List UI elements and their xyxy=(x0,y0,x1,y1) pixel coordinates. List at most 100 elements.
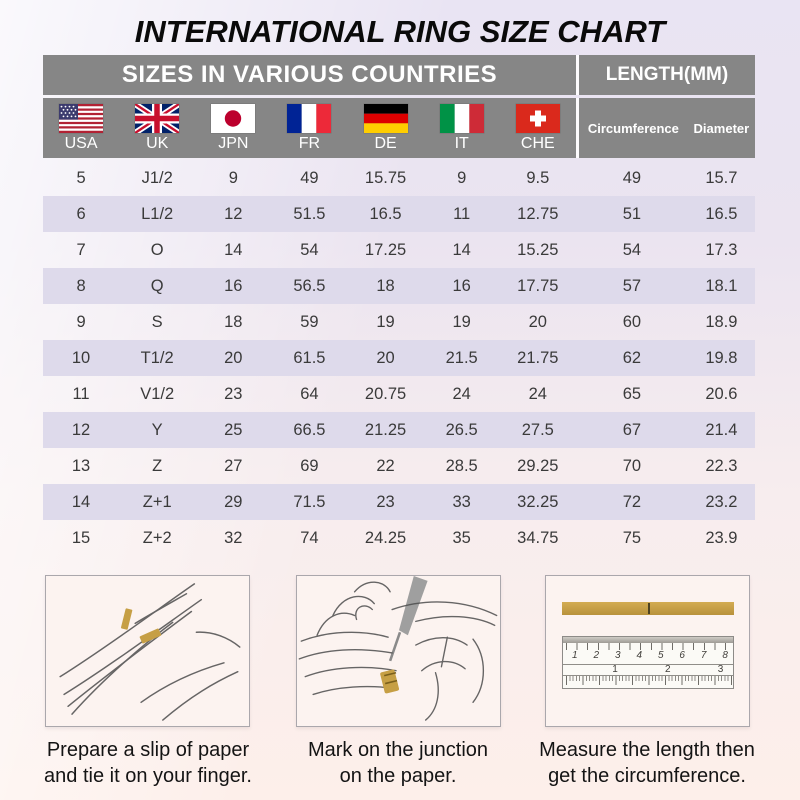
table-cell: 9 xyxy=(228,169,238,187)
step1-caption: Prepare a slip of paper and tie it on yo… xyxy=(26,737,270,789)
table-cell: 18.1 xyxy=(705,277,738,295)
table-row: 15 Z+2 32 74 24.25 35 34.75 75 23.9 xyxy=(43,520,755,556)
table-cell: L1/2 xyxy=(141,205,174,223)
switzerland-flag-icon xyxy=(515,103,560,133)
japan-flag-icon xyxy=(211,103,256,133)
table-cell: Q xyxy=(150,277,164,295)
table-cell: 59 xyxy=(300,313,319,331)
hand-with-paper-illustration xyxy=(59,583,241,721)
table-cell: 22 xyxy=(376,457,395,475)
germany-flag-icon xyxy=(363,103,408,133)
table-cell: 25 xyxy=(224,421,243,439)
table-cell: 65 xyxy=(622,385,642,403)
table-cell: 32 xyxy=(224,529,243,547)
table-cell: 7 xyxy=(76,241,86,259)
table-cell: 54 xyxy=(622,241,642,259)
table-cell: 19.8 xyxy=(705,349,738,367)
table-cell: S xyxy=(151,313,163,331)
table-cell: 20 xyxy=(376,349,395,367)
table-cell: 20.6 xyxy=(705,385,738,403)
step2-illustration-panel xyxy=(296,575,501,727)
column-de: DE xyxy=(348,98,424,158)
mark-junction-illustration xyxy=(298,576,498,721)
table-cell: 20.75 xyxy=(364,385,407,403)
table-cell: 12 xyxy=(224,205,243,223)
table-cell: 9 xyxy=(76,313,86,331)
paper-strip-illustration xyxy=(562,602,734,615)
table-cell: 23 xyxy=(224,385,243,403)
table-cell: 14 xyxy=(71,493,91,511)
table-cell: 49 xyxy=(300,169,319,187)
table-cell: 72 xyxy=(622,493,642,511)
table-cell: 5 xyxy=(76,169,86,187)
column-uk: UK xyxy=(119,98,195,158)
table-cell: 16.5 xyxy=(705,205,738,223)
column-usa: USA xyxy=(43,98,119,158)
table-cell: 28.5 xyxy=(445,457,478,475)
table-cell: 24.25 xyxy=(364,529,407,547)
table-cell: V1/2 xyxy=(140,385,175,403)
table-cell: 20 xyxy=(528,313,547,331)
step3-caption-line2: get the circumference. xyxy=(548,765,746,787)
table-cell: 29 xyxy=(224,493,243,511)
table-cell: 22.3 xyxy=(705,457,738,475)
table-cell: 18.9 xyxy=(705,313,738,331)
column-che: CHE xyxy=(500,98,576,158)
table-cell: 16 xyxy=(452,277,471,295)
table-cell: 70 xyxy=(622,457,642,475)
table-cell: Z xyxy=(152,457,163,475)
step2-caption: Mark on the junction on the paper. xyxy=(276,737,520,789)
table-cell: 54 xyxy=(300,241,319,259)
column-it: IT xyxy=(424,98,500,158)
table-cell: 75 xyxy=(622,529,642,547)
table-cell: 21.5 xyxy=(445,349,478,367)
table-cell: 20 xyxy=(224,349,243,367)
table-cell: 18 xyxy=(224,313,243,331)
table-cell: 16 xyxy=(224,277,243,295)
table-row: 5 J1/2 9 49 15.75 9 9.5 49 15.7 xyxy=(43,160,755,196)
table-cell: 23.9 xyxy=(705,529,738,547)
table-cell: 8 xyxy=(76,277,86,295)
table-row: 7 O 14 54 17.25 14 15.25 54 17.3 xyxy=(43,232,755,268)
table-cell: Z+1 xyxy=(142,493,172,511)
step1-caption-line2: and tie it on your finger. xyxy=(44,765,252,787)
table-row: 13 Z 27 69 22 28.5 29.25 70 22.3 xyxy=(43,448,755,484)
table-cell: 14 xyxy=(224,241,243,259)
table-cell: 24 xyxy=(528,385,547,403)
column-fr: FR xyxy=(271,98,347,158)
table-header-row: SIZES IN VARIOUS COUNTRIES LENGTH(MM) xyxy=(43,55,755,95)
table-cell: 35 xyxy=(452,529,471,547)
table-cell: 51 xyxy=(622,205,642,223)
table-cell: 21.4 xyxy=(705,421,738,439)
column-circumference: Circumference xyxy=(575,98,688,158)
table-cell: 29.25 xyxy=(517,457,559,475)
table-cell: 21.25 xyxy=(364,421,407,439)
ring-size-table: SIZES IN VARIOUS COUNTRIES LENGTH(MM) US… xyxy=(43,55,755,556)
table-cell: 32.25 xyxy=(517,493,559,511)
table-cell: 15.25 xyxy=(517,241,559,259)
ruler-mm-scale xyxy=(563,676,733,688)
header-sizes: SIZES IN VARIOUS COUNTRIES xyxy=(43,55,576,95)
table-cell: 49 xyxy=(622,169,642,187)
table-cell: 18 xyxy=(376,277,395,295)
table-cell: 14 xyxy=(452,241,471,259)
table-cell: 19 xyxy=(452,313,471,331)
table-cell: O xyxy=(150,241,164,259)
table-cell: 51.5 xyxy=(293,205,326,223)
table-cell: 66.5 xyxy=(293,421,326,439)
table-cell: 17.75 xyxy=(517,277,559,295)
table-cell: Y xyxy=(151,421,163,439)
table-cell: 15 xyxy=(71,529,91,547)
table-cell: 6 xyxy=(76,205,86,223)
table-row: 14 Z+1 29 71.5 23 33 32.25 72 23.2 xyxy=(43,484,755,520)
paper-strip-mark xyxy=(648,603,650,614)
table-cell: 74 xyxy=(300,529,319,547)
table-cell: Z+2 xyxy=(142,529,172,547)
table-cell: 69 xyxy=(300,457,319,475)
table-cell: 64 xyxy=(300,385,319,403)
table-cell: 9 xyxy=(457,169,467,187)
table-cell: 17.3 xyxy=(705,241,738,259)
table-row: 6 L1/2 12 51.5 16.5 11 12.75 51 16.5 xyxy=(43,196,755,232)
column-jpn: JPN xyxy=(195,98,271,158)
